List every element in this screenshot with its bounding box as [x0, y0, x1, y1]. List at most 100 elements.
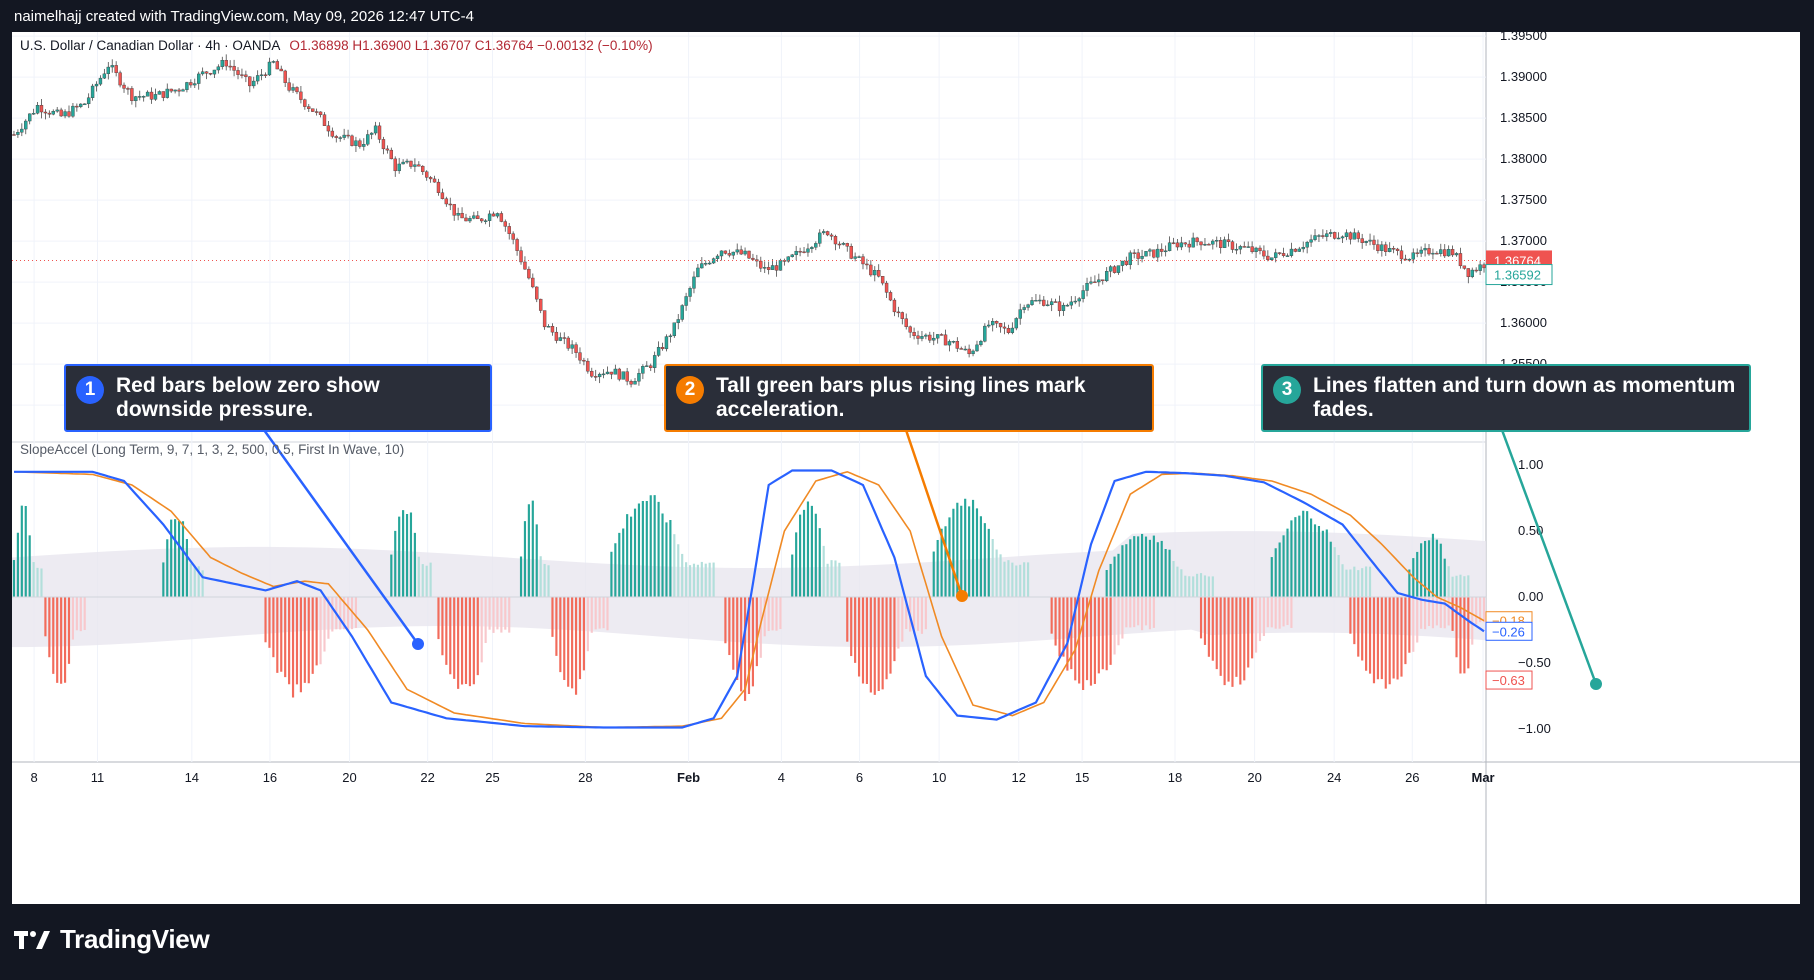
candle-body [673, 323, 676, 336]
indicator-legend: SlopeAccel (Long Term, 9, 7, 1, 3, 2, 50… [20, 442, 404, 457]
price-tick-label: 1.38500 [1500, 110, 1547, 125]
candle-body [960, 348, 963, 349]
candle-body [1278, 253, 1281, 254]
candle-body [1148, 250, 1151, 252]
candle-body [732, 252, 735, 255]
candle-body [87, 98, 90, 104]
candle-body [991, 321, 994, 325]
candle-body [838, 244, 841, 245]
candle-body [1215, 240, 1218, 241]
candle-body [508, 226, 511, 233]
candle-body [205, 72, 208, 74]
candle-body [1034, 300, 1037, 301]
candle-body [166, 89, 169, 98]
candle-body [1306, 242, 1309, 247]
candle-body [1089, 282, 1092, 283]
candle-body [1227, 240, 1230, 242]
candle-body [1105, 271, 1108, 281]
candle-body [272, 61, 275, 62]
candle-body [244, 75, 247, 77]
candle-body [1420, 250, 1423, 253]
candle-body [295, 87, 298, 91]
candle-body [284, 71, 287, 83]
candle-body [339, 138, 342, 139]
candle-body [449, 204, 452, 205]
candle-body [830, 235, 833, 236]
candle-body [461, 213, 464, 218]
candle-body [1207, 244, 1210, 245]
candle-body [704, 263, 707, 264]
candle-body [1011, 328, 1014, 333]
candle-body [535, 287, 538, 299]
chart-svg: 1.39500 1.39000 1.38500 1.38000 1.37500 1.370… [12, 32, 1800, 904]
candle-body [158, 91, 161, 94]
candle-body [307, 107, 310, 109]
candle-body [1294, 249, 1297, 251]
symbol-title: U.S. Dollar / Canadian Dollar · 4h · OAN… [20, 38, 280, 53]
candle-body [178, 90, 181, 91]
candle-body [1361, 239, 1364, 243]
candle-body [429, 177, 432, 179]
candle-body [1188, 244, 1191, 247]
chart-area[interactable]: 1.39500 1.39000 1.38500 1.38000 1.37500 1.370… [12, 32, 1800, 904]
candle-body [1078, 299, 1081, 301]
candle-body [885, 283, 888, 292]
candle-body [119, 73, 122, 85]
time-tick-label: 25 [485, 770, 499, 785]
candle-body [413, 165, 416, 167]
candle-body [1176, 243, 1179, 247]
candle-body [1341, 237, 1344, 238]
candle-body [146, 92, 149, 96]
time-tick-label: Feb [677, 770, 700, 785]
candle-body [909, 327, 912, 333]
candle-body [323, 115, 326, 126]
candle-body [1180, 243, 1183, 247]
candle-body [64, 112, 67, 116]
candles-group [12, 54, 1485, 387]
candle-body [634, 381, 637, 384]
candle-body [1129, 253, 1132, 265]
candle-body [889, 292, 892, 300]
candle-body [578, 353, 581, 361]
candle-body [162, 91, 165, 97]
candle-body [1298, 249, 1301, 252]
candle-body [865, 264, 868, 265]
candle-body [48, 113, 51, 114]
candle-body [1262, 251, 1265, 256]
candle-body [437, 182, 440, 193]
candle-body [551, 326, 554, 332]
callout-3-connector-dot [1590, 678, 1602, 690]
candle-body [669, 336, 672, 337]
candle-body [822, 231, 825, 232]
candle-body [79, 104, 82, 107]
candle-body [197, 74, 200, 84]
candle-body [1416, 253, 1419, 254]
candle-body [1042, 300, 1045, 306]
candle-body [1117, 266, 1120, 273]
candle-body [1062, 305, 1065, 311]
candle-body [1428, 248, 1431, 254]
candle-body [1400, 251, 1403, 259]
tradingview-brand[interactable]: TradingView [14, 924, 209, 955]
candle-body [1388, 248, 1391, 252]
candle-body [1074, 301, 1077, 302]
callout-3-number: 3 [1273, 376, 1301, 404]
candle-body [614, 369, 617, 374]
candle-body [1109, 267, 1112, 272]
candle-body [1337, 238, 1340, 239]
candle-body [1310, 240, 1313, 243]
candle-body [1345, 233, 1348, 237]
candle-body [1333, 232, 1336, 238]
candle-body [1239, 246, 1242, 249]
candle-body [292, 87, 295, 90]
candle-body [630, 381, 633, 384]
candle-body [649, 366, 652, 368]
candle-body [814, 243, 817, 247]
candle-body [1160, 249, 1163, 251]
candle-body [641, 366, 644, 373]
candle-body [1455, 253, 1458, 255]
candle-body [700, 264, 703, 268]
candle-body [1376, 245, 1379, 251]
candle-body [1467, 268, 1470, 276]
candle-body [496, 213, 499, 216]
